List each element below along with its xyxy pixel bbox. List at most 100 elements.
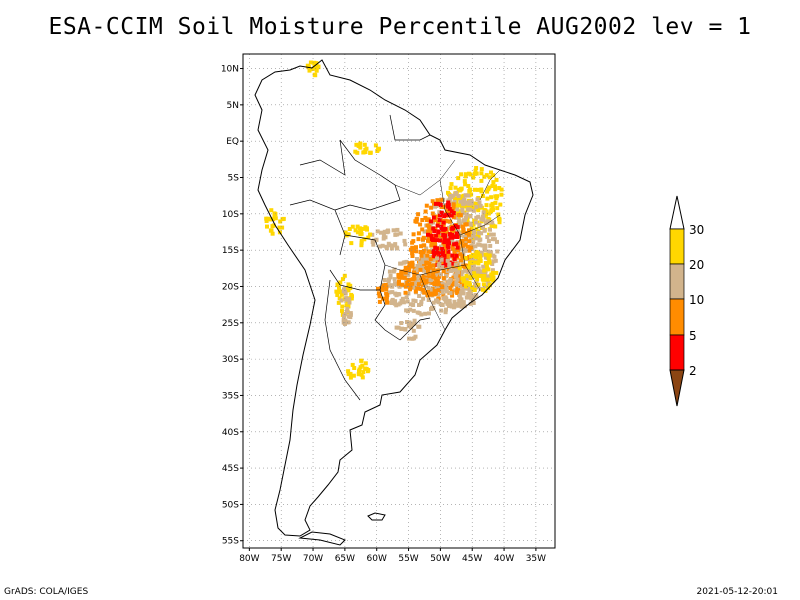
lat-tick-label: 5N <box>227 101 239 111</box>
data-cell <box>482 273 487 278</box>
data-cell <box>468 257 473 261</box>
data-cell <box>413 299 418 304</box>
lon-tick-label: 55W <box>398 554 418 564</box>
data-cell <box>394 245 399 250</box>
data-cell <box>451 281 456 286</box>
data-cell <box>463 256 468 261</box>
data-cell <box>474 285 478 290</box>
data-cell <box>357 369 361 374</box>
data-cell <box>448 186 453 191</box>
data-cell <box>430 199 435 204</box>
colorbar-bottom-arrow <box>669 369 685 407</box>
data-cell <box>495 194 500 199</box>
data-cell <box>358 365 363 370</box>
data-cell <box>465 204 470 209</box>
data-cell <box>469 260 474 265</box>
data-cell <box>461 201 465 206</box>
data-cell <box>419 302 424 307</box>
data-region-20_30 <box>343 224 372 248</box>
data-cell <box>342 314 346 319</box>
data-cell <box>435 259 440 264</box>
data-cell <box>364 146 369 151</box>
data-cell <box>488 227 492 232</box>
data-cell <box>401 300 406 305</box>
data-cell <box>493 224 498 229</box>
data-cell <box>423 311 428 316</box>
data-cell <box>359 228 363 233</box>
data-cell <box>481 214 485 219</box>
data-cell <box>406 278 411 282</box>
data-cell <box>475 266 480 271</box>
data-cell <box>447 264 452 269</box>
data-cell <box>435 238 439 243</box>
data-cell <box>458 296 463 301</box>
data-cell <box>452 199 457 204</box>
data-cell <box>403 284 408 289</box>
data-cell <box>420 227 425 232</box>
data-cell <box>476 187 481 192</box>
data-cell <box>426 298 431 302</box>
data-cell <box>344 296 349 301</box>
data-cell <box>460 239 465 244</box>
data-cell <box>477 222 482 227</box>
data-cell <box>484 262 489 267</box>
data-cell <box>362 142 367 147</box>
data-cell <box>457 218 462 223</box>
data-cell <box>461 291 466 296</box>
colorbar-label-20: 20 <box>689 258 704 272</box>
data-cell <box>344 303 349 308</box>
data-cell <box>427 274 432 279</box>
data-cell <box>407 268 412 273</box>
data-cell <box>446 238 451 243</box>
data-cell <box>393 242 398 247</box>
data-cell <box>438 238 443 243</box>
data-cell <box>429 243 434 248</box>
data-cell <box>467 281 472 285</box>
data-cell <box>375 229 380 234</box>
data-cell <box>437 285 442 290</box>
data-cell <box>453 262 458 267</box>
lat-tick-label: 10N <box>221 65 239 75</box>
data-cell <box>454 210 459 215</box>
data-cell <box>474 227 479 232</box>
data-cell <box>346 232 351 237</box>
data-cell <box>410 254 415 258</box>
data-cell <box>488 243 493 248</box>
data-cell <box>493 258 498 263</box>
data-cell <box>346 288 351 293</box>
data-cell <box>384 291 389 296</box>
data-cell <box>443 295 448 300</box>
data-cell <box>439 197 444 202</box>
data-cell <box>456 187 461 192</box>
data-cell <box>393 281 397 286</box>
data-cell <box>423 215 428 220</box>
data-cell <box>418 260 422 265</box>
data-cell <box>461 300 466 305</box>
data-cell <box>464 286 468 291</box>
data-cell <box>399 269 404 274</box>
data-cell <box>271 217 276 222</box>
colorbar-label-5: 5 <box>689 329 697 343</box>
lat-tick-label: 50S <box>222 500 239 510</box>
data-cell <box>391 269 396 274</box>
data-cell <box>480 243 485 248</box>
data-cell <box>349 241 354 246</box>
data-cell <box>451 204 456 209</box>
data-cell <box>457 298 462 303</box>
data-cell <box>496 212 501 217</box>
data-cell <box>448 303 453 308</box>
data-cell <box>431 275 436 280</box>
data-cell <box>454 282 459 287</box>
data-cell <box>454 190 459 195</box>
data-cell <box>497 216 502 221</box>
data-cell <box>454 289 459 294</box>
data-cell <box>421 296 426 301</box>
data-cell <box>400 275 405 280</box>
data-cell <box>493 184 497 189</box>
data-cell <box>448 219 453 224</box>
data-cell <box>446 281 451 286</box>
data-cell <box>343 311 348 316</box>
data-cell <box>462 247 467 252</box>
data-cell <box>407 282 412 287</box>
data-region-20_30 <box>264 208 286 236</box>
